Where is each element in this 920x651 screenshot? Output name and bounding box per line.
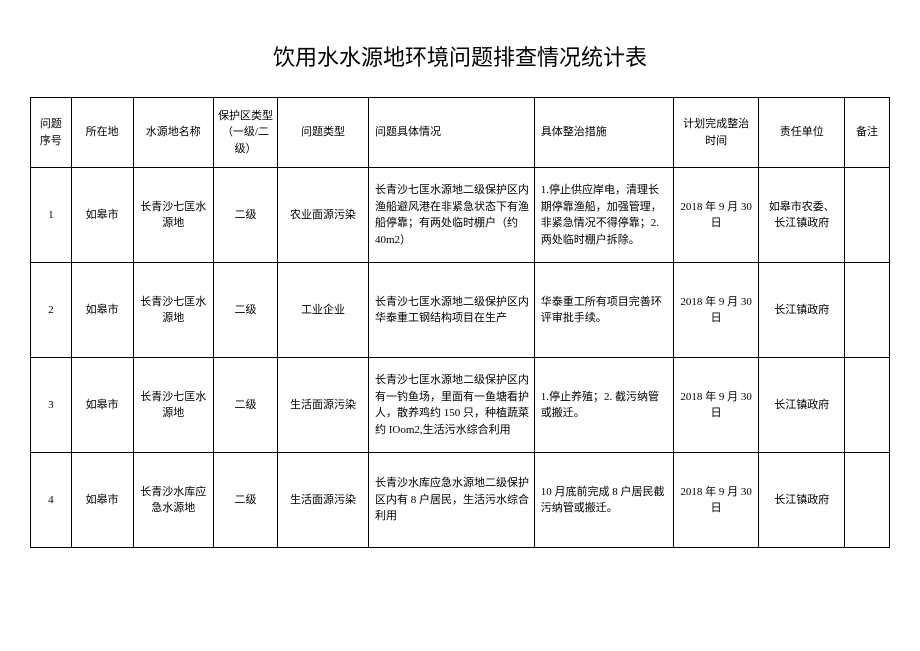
cell-zone: 二级 [213, 453, 277, 548]
cell-measures: 华泰重工所有项目完善环评审批手续。 [534, 263, 673, 358]
col-header-issue-type: 问题类型 [278, 98, 369, 168]
col-header-responsible: 责任单位 [759, 98, 845, 168]
cell-remark [845, 453, 890, 548]
col-header-source: 水源地名称 [133, 98, 213, 168]
cell-responsible: 长江镇政府 [759, 358, 845, 453]
cell-measures: 1.停止供应岸电，清理长期停靠渔船，加强管理，非紧急情况不得停靠；2.两处临时棚… [534, 168, 673, 263]
cell-zone: 二级 [213, 263, 277, 358]
cell-source: 长青沙七匡水源地 [133, 168, 213, 263]
cell-seq: 2 [31, 263, 72, 358]
cell-detail: 长青沙七匡水源地二级保护区内渔船避风港在非紧急状态下有渔船停靠；有两处临时棚户（… [368, 168, 534, 263]
cell-issue-type: 生活面源污染 [278, 358, 369, 453]
col-header-date: 计划完成整治时间 [673, 98, 759, 168]
cell-location: 如皋市 [71, 168, 133, 263]
cell-responsible: 如皋市农委、长江镇政府 [759, 168, 845, 263]
cell-remark [845, 358, 890, 453]
cell-remark [845, 263, 890, 358]
cell-detail: 长青沙水库应急水源地二级保护区内有 8 户居民，生活污水综合利用 [368, 453, 534, 548]
col-header-remark: 备注 [845, 98, 890, 168]
cell-detail: 长青沙七匡水源地二级保护区内华泰重工钢结构项目在生产 [368, 263, 534, 358]
cell-date: 2018 年 9 月 30 日 [673, 168, 759, 263]
table-row: 1 如皋市 长青沙七匡水源地 二级 农业面源污染 长青沙七匡水源地二级保护区内渔… [31, 168, 890, 263]
col-header-location: 所在地 [71, 98, 133, 168]
cell-location: 如皋市 [71, 263, 133, 358]
col-header-seq: 问题序号 [31, 98, 72, 168]
cell-responsible: 长江镇政府 [759, 453, 845, 548]
table-row: 4 如皋市 长青沙水库应急水源地 二级 生活面源污染 长青沙水库应急水源地二级保… [31, 453, 890, 548]
cell-responsible: 长江镇政府 [759, 263, 845, 358]
cell-remark [845, 168, 890, 263]
cell-location: 如皋市 [71, 453, 133, 548]
cell-zone: 二级 [213, 168, 277, 263]
col-header-measures: 具体整治措施 [534, 98, 673, 168]
table-row: 3 如皋市 长青沙七匡水源地 二级 生活面源污染 长青沙七匡水源地二级保护区内有… [31, 358, 890, 453]
cell-source: 长青沙七匡水源地 [133, 263, 213, 358]
cell-issue-type: 工业企业 [278, 263, 369, 358]
cell-date: 2018 年 9 月 30 日 [673, 453, 759, 548]
cell-measures: 1.停止养殖；2. 截污纳管或搬迁。 [534, 358, 673, 453]
cell-source: 长青沙水库应急水源地 [133, 453, 213, 548]
col-header-zone: 保护区类型（一级/二级） [213, 98, 277, 168]
page-title: 饮用水水源地环境问题排查情况统计表 [30, 40, 890, 72]
cell-seq: 4 [31, 453, 72, 548]
table-row: 2 如皋市 长青沙七匡水源地 二级 工业企业 长青沙七匡水源地二级保护区内华泰重… [31, 263, 890, 358]
header-row: 问题序号 所在地 水源地名称 保护区类型（一级/二级） 问题类型 问题具体情况 … [31, 98, 890, 168]
cell-measures: 10 月底前完成 8 户居民截污纳管或搬迁。 [534, 453, 673, 548]
cell-issue-type: 生活面源污染 [278, 453, 369, 548]
cell-issue-type: 农业面源污染 [278, 168, 369, 263]
statistics-table: 问题序号 所在地 水源地名称 保护区类型（一级/二级） 问题类型 问题具体情况 … [30, 97, 890, 548]
cell-location: 如皋市 [71, 358, 133, 453]
cell-seq: 1 [31, 168, 72, 263]
cell-detail: 长青沙七匡水源地二级保护区内有一钓鱼场，里面有一鱼塘看护人，散养鸡约 150 只… [368, 358, 534, 453]
col-header-detail: 问题具体情况 [368, 98, 534, 168]
cell-seq: 3 [31, 358, 72, 453]
cell-zone: 二级 [213, 358, 277, 453]
cell-source: 长青沙七匡水源地 [133, 358, 213, 453]
cell-date: 2018 年 9 月 30 日 [673, 358, 759, 453]
cell-date: 2018 年 9 月 30 日 [673, 263, 759, 358]
